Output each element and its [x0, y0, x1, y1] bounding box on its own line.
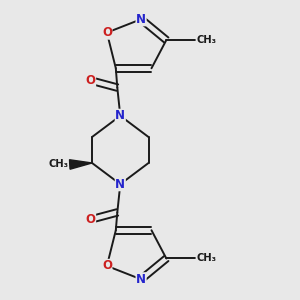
Text: O: O: [85, 213, 96, 226]
Text: CH₃: CH₃: [196, 254, 216, 263]
Text: N: N: [115, 178, 125, 191]
Text: O: O: [85, 74, 96, 87]
Text: O: O: [102, 260, 112, 272]
Text: O: O: [102, 26, 112, 39]
Text: CH₃: CH₃: [196, 35, 216, 45]
Polygon shape: [69, 160, 92, 169]
Text: N: N: [136, 273, 146, 286]
Text: N: N: [136, 13, 146, 26]
Text: N: N: [115, 109, 125, 122]
Text: CH₃: CH₃: [48, 160, 68, 170]
